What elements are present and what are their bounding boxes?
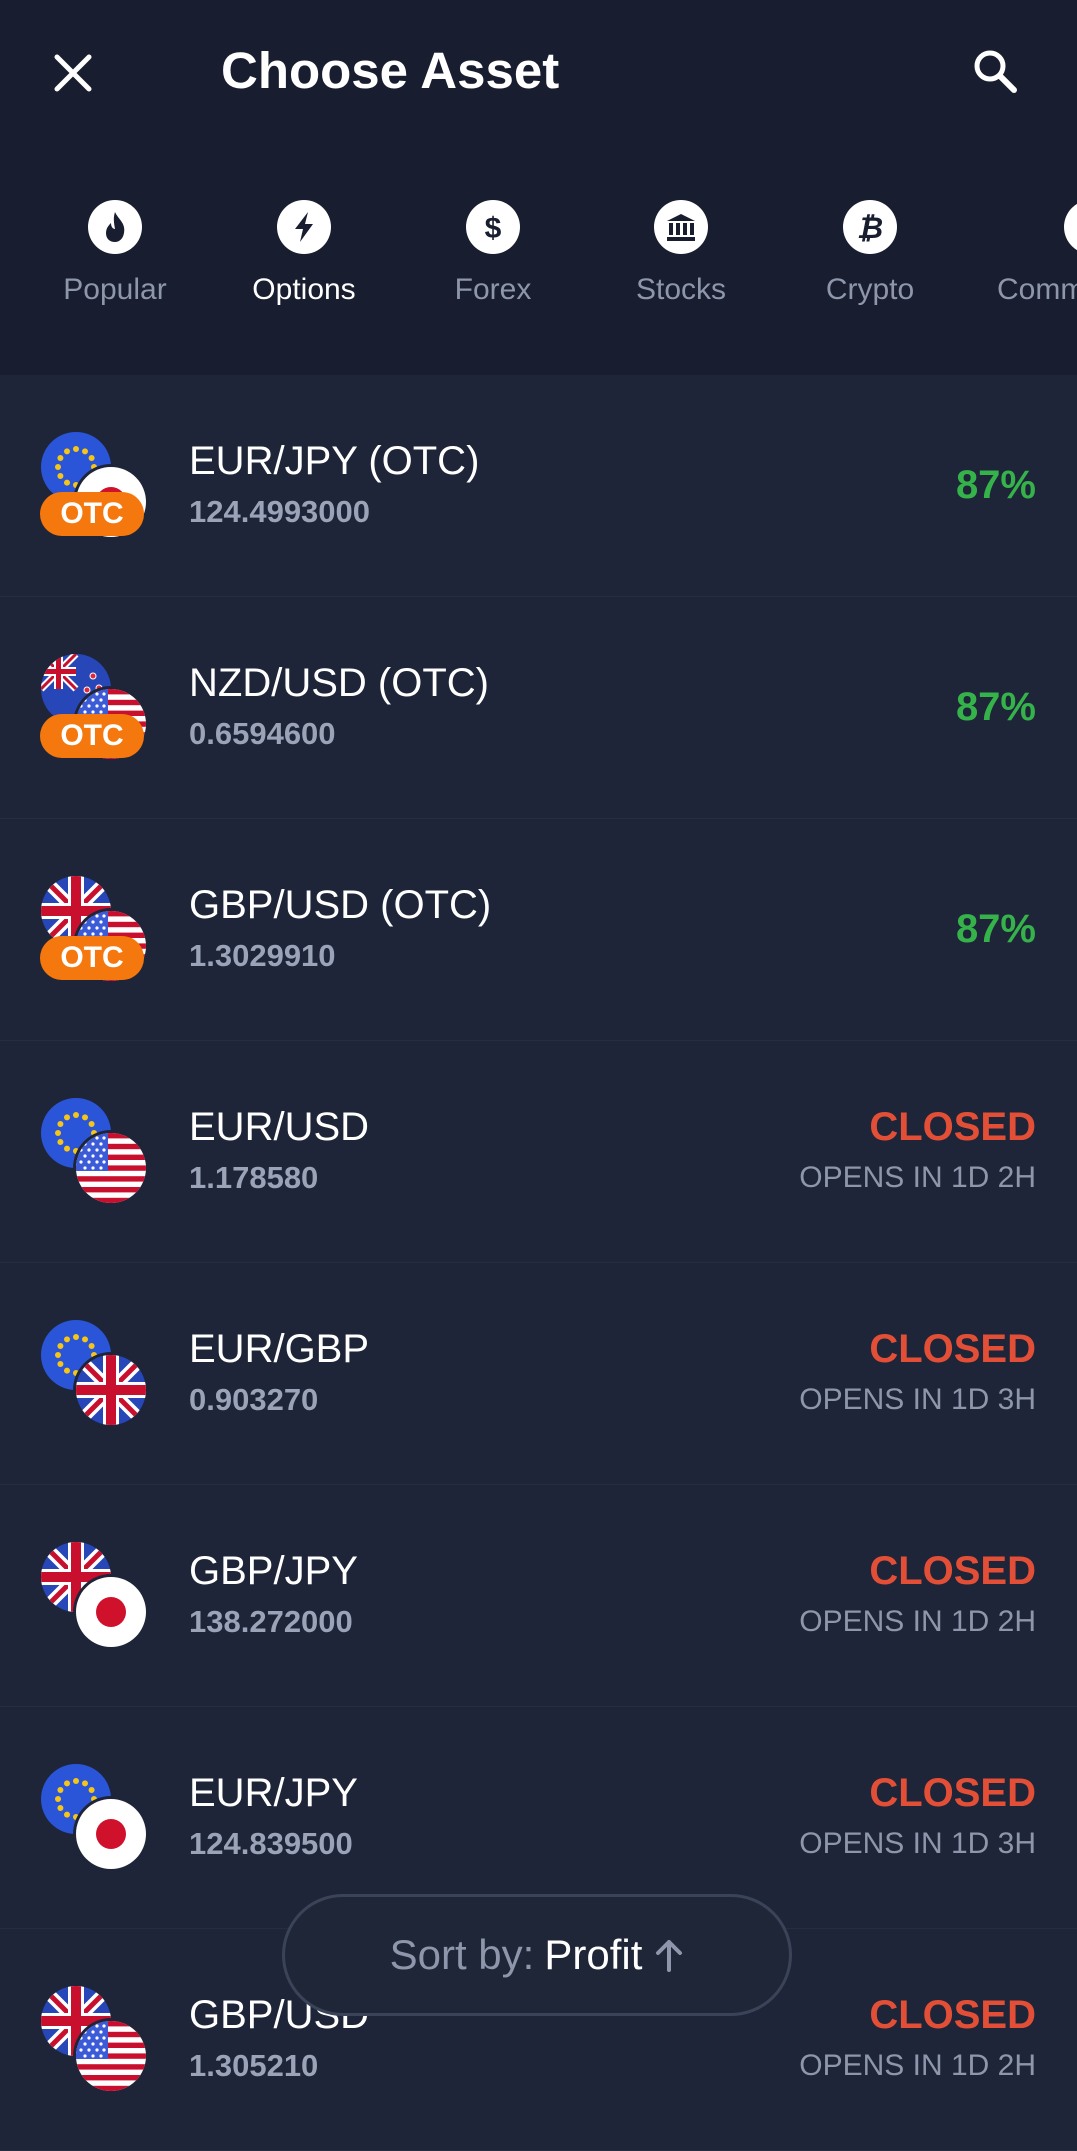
list-item[interactable]: EUR/GBP 0.903270 CLOSED OPENS IN 1D 3H [0, 1263, 1077, 1485]
dollar-icon: $ [466, 200, 520, 254]
opens-in-text: OPENS IN 1D 2H [799, 2049, 1036, 2082]
commodities-icon [1064, 200, 1077, 254]
uk-flag-icon [76, 1355, 146, 1425]
tab-label: Comm [997, 273, 1077, 306]
tab-label: Stocks [635, 273, 727, 306]
japan-flag-icon [76, 1577, 146, 1647]
sort-button[interactable]: Sort by: Profit [282, 1894, 792, 2016]
otc-badge: OTC [40, 936, 144, 980]
lightning-icon [277, 200, 331, 254]
search-icon [974, 50, 1017, 93]
list-item[interactable]: OTC NZD/USD (OTC) 0.6594600 87% [0, 597, 1077, 819]
otc-badge: OTC [40, 492, 144, 536]
tab-label: Options [252, 273, 356, 306]
asset-price: 1.178580 [189, 1160, 319, 1195]
asset-price: 0.6594600 [189, 716, 336, 751]
asset-name: GBP/USD (OTC) [189, 883, 492, 927]
closed-status: CLOSED [869, 1771, 1036, 1815]
bank-icon [654, 200, 708, 254]
flame-icon [88, 200, 142, 254]
closed-status: CLOSED [869, 1327, 1036, 1371]
asset-name: EUR/JPY [189, 1771, 358, 1815]
search-button[interactable] [960, 36, 1030, 106]
asset-name: NZD/USD (OTC) [189, 661, 489, 705]
closed-status: CLOSED [869, 1105, 1036, 1149]
closed-status: CLOSED [869, 1549, 1036, 1593]
list-item[interactable]: EUR/USD 1.178580 CLOSED OPENS IN 1D 2H [0, 1041, 1077, 1263]
asset-name: EUR/USD [189, 1105, 370, 1149]
asset-price: 1.305210 [189, 2048, 319, 2083]
arrow-up-icon [654, 1937, 684, 1973]
japan-flag-icon [76, 1799, 146, 1869]
opens-in-text: OPENS IN 1D 2H [799, 1161, 1036, 1194]
tab-label: Forex [454, 273, 532, 306]
opens-in-text: OPENS IN 1D 2H [799, 1605, 1036, 1638]
asset-name: GBP/JPY [189, 1549, 358, 1593]
opens-in-text: OPENS IN 1D 3H [799, 1383, 1036, 1416]
bitcoin-icon: ₿ [843, 200, 897, 254]
asset-name: EUR/GBP [189, 1327, 370, 1371]
asset-price: 138.272000 [189, 1604, 353, 1639]
asset-list: OTC EUR/JPY (OTC) 124.4993000 87% OTC NZ… [0, 375, 1077, 2151]
close-button[interactable] [40, 40, 106, 106]
tab-stocks[interactable]: Stocks [591, 200, 771, 308]
asset-price: 124.4993000 [189, 494, 371, 529]
close-icon [54, 54, 92, 92]
page-title: Choose Asset [221, 42, 560, 99]
tab-commodities[interactable]: Comm [969, 200, 1077, 308]
list-item[interactable]: OTC GBP/USD (OTC) 1.3029910 87% [0, 819, 1077, 1041]
asset-price: 0.903270 [189, 1382, 319, 1417]
tab-popular[interactable]: Popular [25, 200, 205, 308]
sort-value: Profit [544, 1931, 643, 1978]
profit-percent: 87% [955, 907, 1036, 951]
svg-text:$: $ [485, 212, 502, 244]
us-flag-icon [76, 2021, 146, 2091]
list-item[interactable]: EUR/JPY 124.839500 CLOSED OPENS IN 1D 3H [0, 1707, 1077, 1929]
sort-label: Sort by: [389, 1931, 535, 1978]
profit-percent: 87% [955, 685, 1036, 729]
tab-crypto[interactable]: ₿ Crypto [780, 200, 960, 308]
otc-badge: OTC [40, 714, 144, 758]
asset-price: 124.839500 [189, 1826, 353, 1861]
list-item[interactable]: GBP/JPY 138.272000 CLOSED OPENS IN 1D 2H [0, 1485, 1077, 1707]
tab-forex[interactable]: $ Forex [403, 200, 583, 308]
header: Choose Asset Popular Options $ Forex [0, 0, 1077, 375]
list-item[interactable]: OTC EUR/JPY (OTC) 124.4993000 87% [0, 375, 1077, 597]
profit-percent: 87% [955, 463, 1036, 507]
closed-status: CLOSED [869, 1993, 1036, 2037]
tab-label: Crypto [825, 273, 915, 306]
tab-label: Popular [63, 273, 167, 306]
opens-in-text: OPENS IN 1D 3H [799, 1827, 1036, 1860]
asset-price: 1.3029910 [189, 938, 336, 973]
svg-text:₿: ₿ [857, 212, 883, 244]
tab-options[interactable]: Options [214, 200, 394, 308]
us-flag-icon [76, 1133, 146, 1203]
asset-name: EUR/JPY (OTC) [189, 439, 480, 483]
